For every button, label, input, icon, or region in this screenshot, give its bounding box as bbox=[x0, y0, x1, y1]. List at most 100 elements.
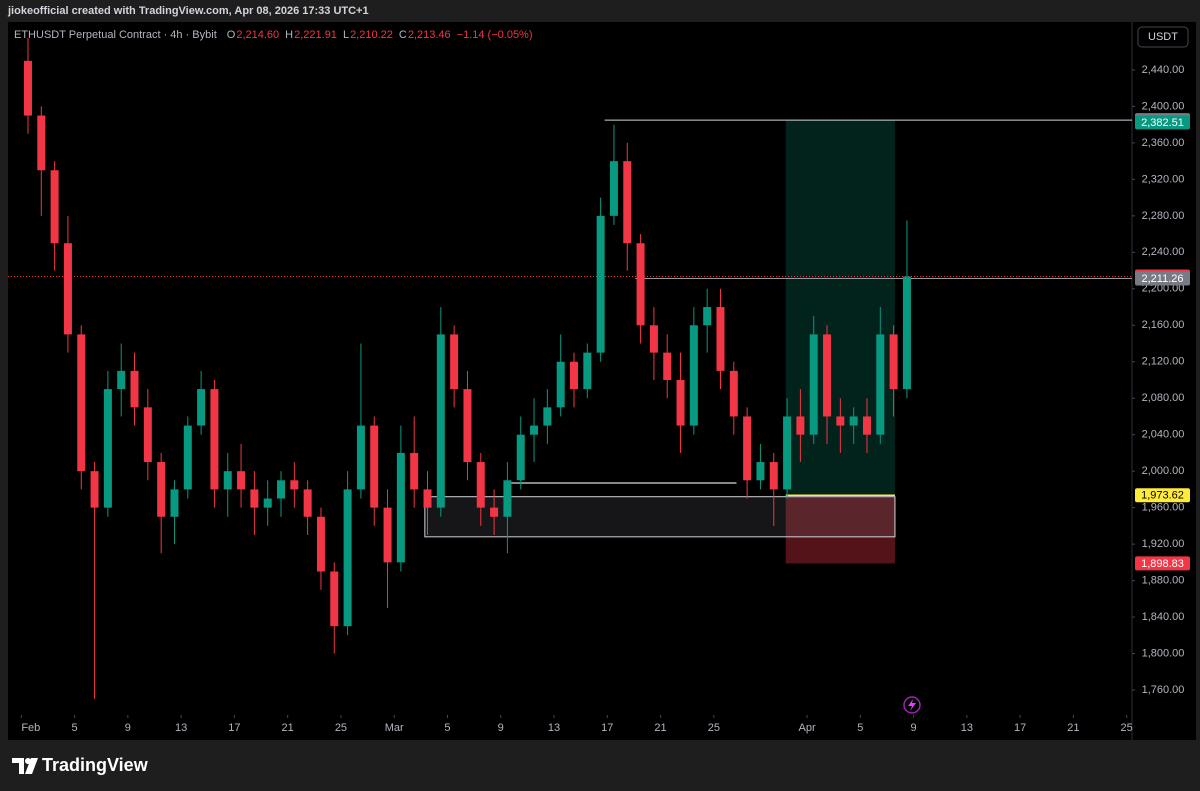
x-tick-label: 9 bbox=[911, 722, 917, 734]
candle-body bbox=[689, 325, 698, 426]
axes: 2,440.00 2,400.00 2,360.00 2,320.00 2,280.00… bbox=[20, 64, 1190, 734]
tv-logo bbox=[12, 758, 38, 774]
candle-body bbox=[450, 334, 459, 390]
currency-button[interactable] bbox=[1137, 26, 1189, 48]
ohlc-key: L bbox=[343, 29, 349, 41]
candle-body bbox=[809, 334, 818, 435]
candle-body bbox=[103, 389, 112, 508]
ohlc-key: C bbox=[399, 29, 407, 41]
candle-body bbox=[223, 471, 232, 490]
candle-body bbox=[676, 379, 685, 426]
candle-body bbox=[703, 307, 712, 326]
x-tick-label: 5 bbox=[72, 722, 78, 734]
change: −1.14 (−0.05%) bbox=[457, 29, 533, 41]
y-tick-label: 1,960.00 bbox=[1142, 502, 1185, 514]
x-tick-label: 9 bbox=[125, 722, 131, 734]
candle-body bbox=[130, 370, 139, 408]
x-tick-label: 25 bbox=[335, 722, 347, 734]
candle-body bbox=[823, 334, 832, 417]
candle-body bbox=[63, 243, 72, 335]
candle-body bbox=[543, 407, 552, 426]
y-tick-label: 2,080.00 bbox=[1142, 392, 1185, 404]
y-tick-label: 2,360.00 bbox=[1142, 137, 1185, 149]
x-tick-label: 5 bbox=[857, 722, 863, 734]
x-tick-label: 25 bbox=[1121, 722, 1133, 734]
candle-body bbox=[649, 325, 658, 353]
candle-body bbox=[263, 498, 272, 508]
x-tick-label: 5 bbox=[444, 722, 450, 734]
topbar-text: jiokeofficial created with TradingView.c… bbox=[7, 5, 369, 17]
candle-body bbox=[583, 352, 592, 390]
candle-body bbox=[769, 462, 778, 490]
range-box bbox=[424, 496, 896, 538]
candle-body bbox=[250, 489, 259, 508]
x-tick-label: 25 bbox=[708, 722, 720, 734]
candle-body bbox=[423, 489, 432, 508]
y-tick-label: 2,200.00 bbox=[1142, 283, 1185, 295]
brand: TradingView bbox=[42, 755, 149, 775]
candle-body bbox=[796, 416, 805, 435]
ohlc-value: 2,221.91 bbox=[294, 29, 337, 41]
candle-body bbox=[729, 370, 738, 417]
candle-body bbox=[330, 571, 339, 627]
candle-body bbox=[556, 361, 565, 408]
candle-body bbox=[370, 425, 379, 508]
y-tick-label: 2,120.00 bbox=[1142, 356, 1185, 368]
candle-body bbox=[157, 462, 166, 517]
candle-body bbox=[343, 489, 352, 627]
candle-body bbox=[210, 389, 219, 490]
chart-area bbox=[8, 22, 1196, 740]
alert-icon[interactable] bbox=[903, 696, 921, 714]
candle-body bbox=[503, 480, 512, 517]
ohlc-key: H bbox=[285, 29, 293, 41]
candle-body bbox=[383, 507, 392, 563]
y-tick-label: 2,400.00 bbox=[1142, 100, 1185, 112]
x-tick-label: 17 bbox=[228, 722, 240, 734]
candle-body bbox=[530, 425, 539, 435]
candle-body bbox=[902, 276, 911, 390]
candle-body bbox=[609, 161, 618, 216]
price-badge-label: 2,382.51 bbox=[1141, 117, 1184, 129]
candle-body bbox=[490, 507, 499, 517]
price-badge-label: 2,211.26 bbox=[1141, 273, 1183, 285]
y-tick-label: 2,000.00 bbox=[1142, 465, 1185, 477]
x-tick-label: 9 bbox=[498, 722, 504, 734]
candle-body bbox=[197, 389, 206, 426]
candle-body bbox=[410, 452, 419, 490]
candle-body bbox=[436, 334, 445, 508]
candle-body bbox=[570, 361, 578, 390]
currency[interactable]: USDT bbox=[1148, 31, 1178, 43]
candle-body bbox=[50, 170, 59, 244]
symbol: ETHUSDT Perpetual Contract · 4h · Bybit bbox=[14, 29, 217, 41]
x-tick-label: 13 bbox=[548, 722, 560, 734]
candle-body bbox=[77, 334, 86, 472]
x-tick-label: 21 bbox=[654, 722, 666, 734]
ohlc-value: 2,210.22 bbox=[350, 29, 393, 41]
x-tick-label: Feb bbox=[21, 722, 40, 734]
legend: ETHUSDT Perpetual Contract · 4h · Bybit … bbox=[14, 29, 533, 41]
candle-body bbox=[23, 60, 32, 116]
ohlc-value: 2,214.60 bbox=[236, 29, 279, 41]
candle-body bbox=[356, 425, 365, 490]
x-tick-label: Mar bbox=[385, 722, 404, 734]
x-tick-label: 13 bbox=[175, 722, 187, 734]
candle-body bbox=[756, 462, 765, 481]
price-badge bbox=[1135, 115, 1190, 130]
price-badge-label: 1,898.83 bbox=[1141, 558, 1184, 570]
candle-body bbox=[277, 480, 286, 499]
y-tick-label: 1,840.00 bbox=[1142, 611, 1185, 623]
candle-body bbox=[316, 516, 325, 572]
candle-body bbox=[143, 407, 152, 463]
candle-body bbox=[862, 416, 871, 435]
candle-body bbox=[716, 307, 725, 371]
logo-part bbox=[12, 758, 24, 774]
candle-body bbox=[170, 489, 179, 517]
candle-body bbox=[463, 389, 472, 463]
position-loss bbox=[785, 495, 895, 564]
price-badge bbox=[1135, 488, 1190, 503]
y-tick-label: 2,240.00 bbox=[1142, 246, 1185, 258]
candles bbox=[23, 38, 911, 700]
candle-body bbox=[396, 452, 405, 563]
